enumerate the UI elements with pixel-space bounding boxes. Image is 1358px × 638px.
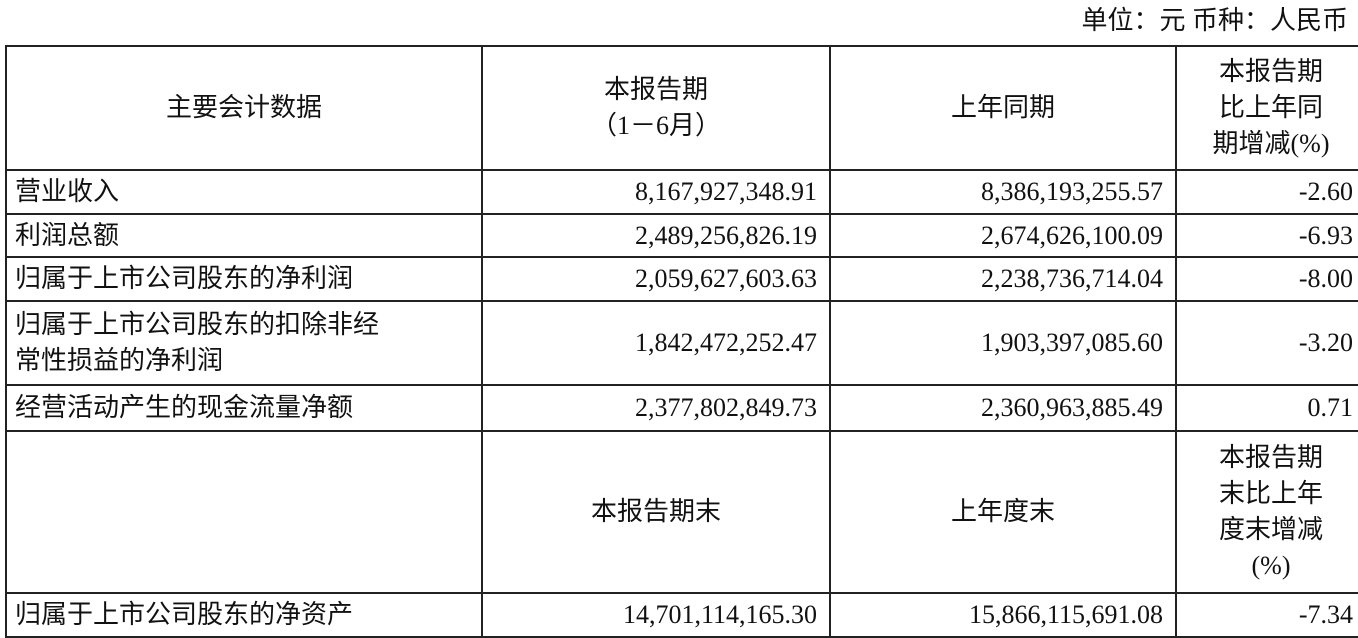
current-value: 2,489,256,826.19 [481,213,831,258]
header-text: (%) [1251,551,1291,580]
prior-value: 2,238,736,714.04 [829,256,1177,302]
prior-value: 1,903,397,085.60 [829,300,1177,386]
row-label: 营业收入 [5,169,483,215]
change-value: -2.60 [1175,169,1358,215]
header-text: 本报告期 [603,75,708,104]
label-text: 归属于上市公司股东的扣除非经 [15,310,380,339]
prior-value: 2,360,963,885.49 [829,384,1177,432]
key-accounting-data-table: 主要会计数据 本报告期 （1－6月） 上年同期 本报告期 比上年同 期增减(%) 营业… [5,45,1358,638]
current-value: 1,842,472,252.47 [481,300,831,386]
header-text: （1－6月） [590,111,721,140]
change-value: 0.71 [1175,384,1358,432]
table-row: 归属于上市公司股东的扣除非经 常性损益的净利润 1,842,472,252.47 … [5,300,1358,386]
change-value: -3.20 [1175,300,1358,386]
current-value: 2,059,627,603.63 [481,256,831,302]
current-value: 14,701,114,165.30 [481,592,831,638]
current-value: 2,377,802,849.73 [481,384,831,432]
prior-value: 2,674,626,100.09 [829,213,1177,258]
table-row: 归属于上市公司股东的净资产 14,701,114,165.30 15,866,1… [5,592,1358,638]
current-value: 8,167,927,348.91 [481,169,831,215]
header-text: 比上年同 [1218,93,1323,122]
table-row: 经营活动产生的现金流量净额 2,377,802,849.73 2,360,963… [5,384,1358,432]
header-current-period: 本报告期 （1－6月） [481,45,831,171]
header-text: 本报告期 [1218,443,1323,472]
table-header-row: 主要会计数据 本报告期 （1－6月） 上年同期 本报告期比上年同期增减(%) [5,45,1358,171]
row-label: 归属于上市公司股东的净资产 [5,592,483,638]
prior-value: 8,386,193,255.57 [829,169,1177,215]
subheader-empty [5,430,483,594]
subheader-prior-year-end: 上年度末 [829,430,1177,594]
header-main-data: 主要会计数据 [5,45,483,171]
subheader-change-pct: 本报告期末比上年度末增减 (%) [1175,430,1358,594]
label-text: 常性损益的净利润 [15,346,224,375]
row-label: 归属于上市公司股东的扣除非经 常性损益的净利润 [5,300,483,386]
subheader-period-end: 本报告期末 [481,430,831,594]
change-value: -6.93 [1175,213,1358,258]
table-row: 利润总额 2,489,256,826.19 2,674,626,100.09 -… [5,213,1358,258]
table-row: 归属于上市公司股东的净利润 2,059,627,603.63 2,238,736… [5,256,1358,302]
header-prior-period: 上年同期 [829,45,1177,171]
row-label: 利润总额 [5,213,483,258]
unit-currency-note: 单位：元 币种：人民币 [1081,6,1348,35]
row-label: 归属于上市公司股东的净利润 [5,256,483,302]
change-value: -7.34 [1175,592,1358,638]
header-change-pct: 本报告期比上年同期增减(%) [1175,45,1358,171]
row-label: 经营活动产生的现金流量净额 [5,384,483,432]
table-row: 营业收入 8,167,927,348.91 8,386,193,255.57 -… [5,169,1358,215]
table-subheader-row: 本报告期末 上年度末 本报告期末比上年度末增减 (%) [5,430,1358,594]
header-text: 本报告期 [1218,57,1323,86]
header-text: 期增减(%) [1212,129,1330,158]
header-text: 末比上年 [1218,479,1323,508]
header-text: 度末增减 [1218,515,1323,544]
prior-value: 15,866,115,691.08 [829,592,1177,638]
change-value: -8.00 [1175,256,1358,302]
